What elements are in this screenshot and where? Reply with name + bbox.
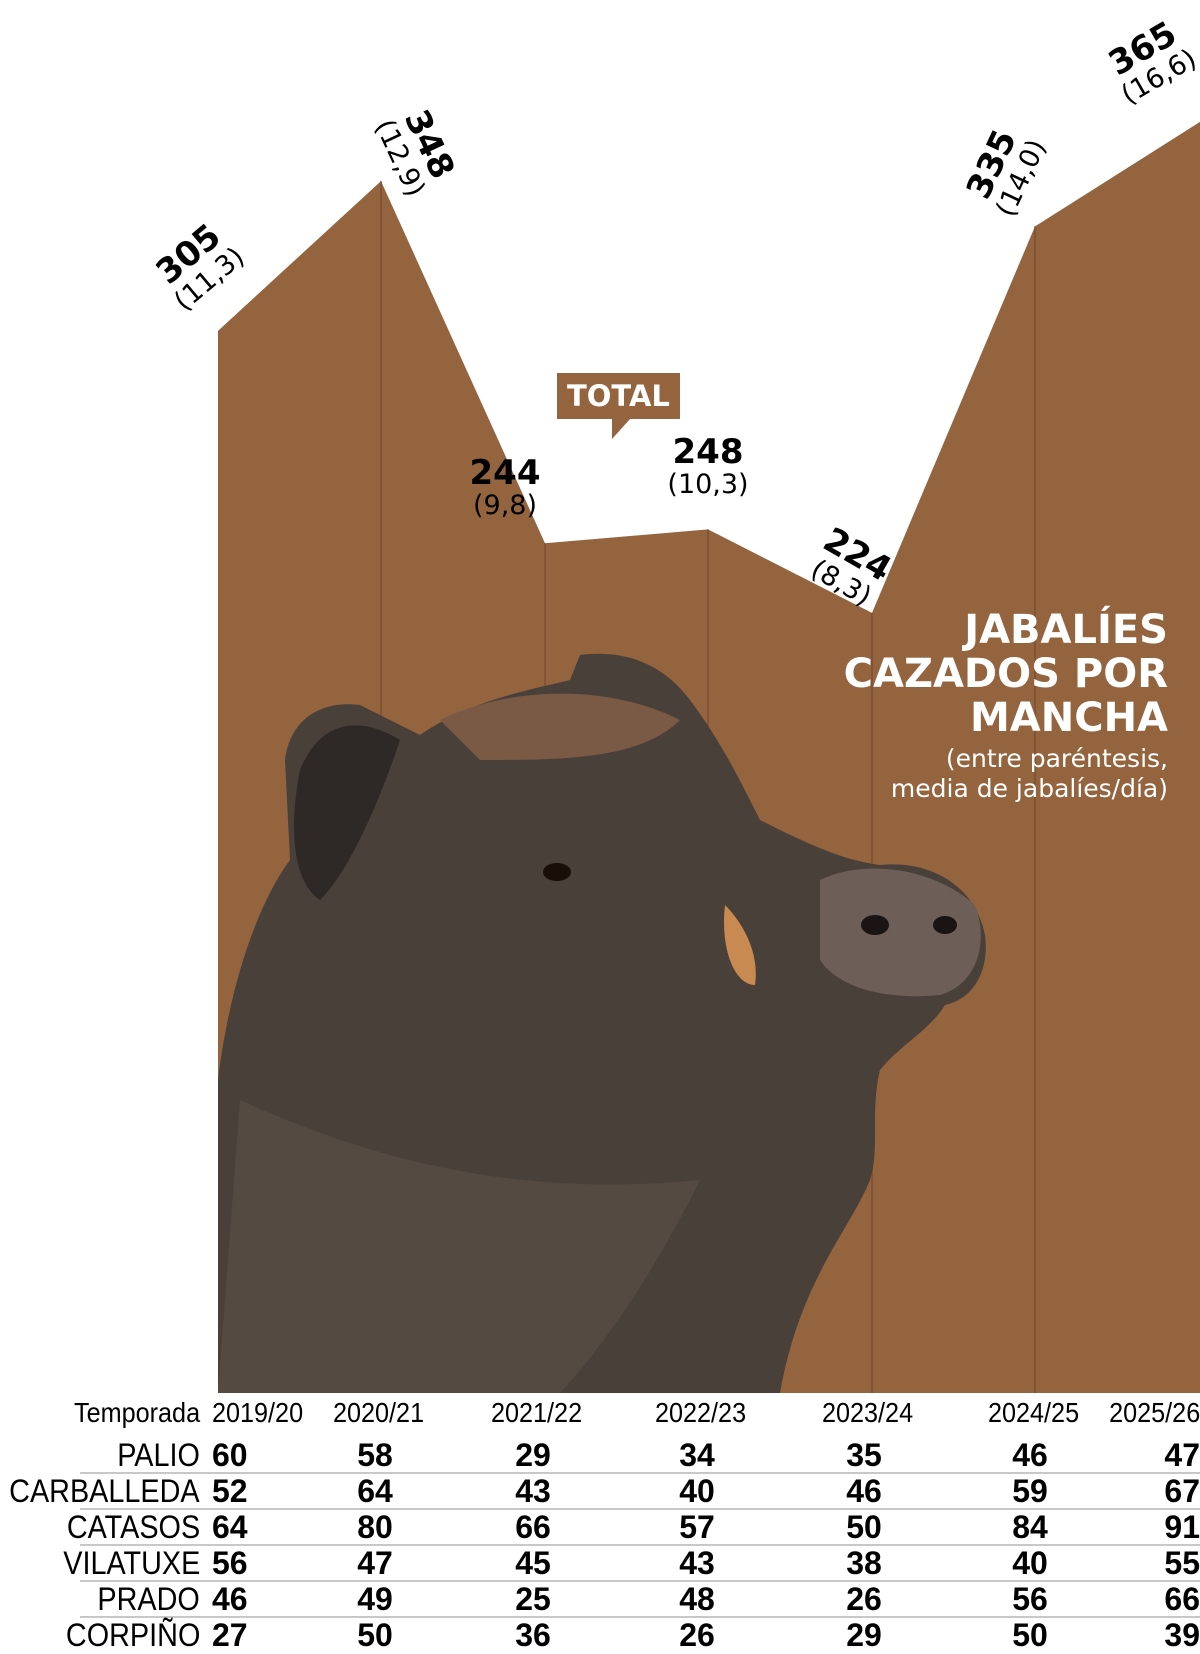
table-header: Temporada 2019/20 2020/21 2021/22 2022/23 202… [0,1395,1200,1431]
value-label: 244 [469,453,541,494]
column-header: 2022/23 [655,1397,747,1428]
row-label: CARBALLEDA [9,1473,200,1509]
row-divider [80,1508,1200,1510]
table-row: CATASOS 64 80 66 57 50 84 91 [0,1509,1200,1545]
row-divider [80,1580,1200,1582]
table-cell: 60 [212,1437,248,1473]
table-cell: 47 [357,1545,393,1581]
table-cell: 67 [1164,1473,1200,1509]
average-label: (9,8) [472,490,537,522]
row-label: PALIO [117,1437,200,1473]
table-cell: 46 [846,1473,882,1509]
table-cell: 26 [679,1617,715,1653]
row-label: VILATUXE [62,1545,200,1581]
table-row: VILATUXE 56 47 45 43 38 40 55 [0,1545,1200,1581]
table-row: PRADO 46 49 25 48 26 56 66 [0,1581,1200,1617]
average-label: (10,3) [667,469,749,501]
table-cell: 64 [357,1473,393,1509]
table-cell: 39 [1164,1617,1200,1653]
table-cell: 80 [357,1509,393,1545]
table-cell: 66 [1164,1581,1200,1617]
table-row: PALIO 60 58 29 34 35 46 47 [0,1437,1200,1473]
table-cell: 43 [679,1545,715,1581]
table-cell: 84 [1012,1509,1048,1545]
chart-subtitle: (entre paréntesis, media de jabalíes/día… [890,744,1168,803]
table-cell: 34 [679,1437,715,1473]
column-header: 2024/25 [988,1397,1080,1428]
table-cell: 29 [846,1617,882,1653]
table-cell: 25 [515,1581,551,1617]
data-label: 244 (9,8) [460,456,550,519]
table-cell: 49 [357,1581,393,1617]
table-cell: 36 [515,1617,551,1653]
table-cell: 40 [1012,1545,1048,1581]
header-label: Temporada [73,1397,200,1428]
table-cell: 35 [846,1437,882,1473]
column-header: 2020/21 [333,1397,425,1428]
table-cell: 64 [212,1509,248,1545]
wild-boar-photo [218,653,986,1393]
table-cell: 27 [212,1617,248,1653]
series-tag-total: TOTAL [557,373,680,439]
table-cell: 26 [846,1581,882,1617]
row-label: PRADO [97,1581,200,1617]
table-cell: 43 [515,1473,551,1509]
area-chart [218,121,1200,1394]
chart-title-block: JABALÍES CAZADOS POR MANCHA (entre parén… [838,608,1168,804]
table-cell: 48 [679,1581,715,1617]
data-label: 248 (10,3) [663,435,753,498]
row-label: CATASOS [66,1509,200,1545]
table-cell: 46 [1012,1437,1048,1473]
row-label: CORPIÑO [65,1617,200,1653]
table-cell: 29 [515,1437,551,1473]
table-cell: 47 [1164,1437,1200,1473]
table-cell: 50 [1012,1617,1048,1653]
column-header: 2023/24 [822,1397,914,1428]
table-row: CARBALLEDA 52 64 43 40 46 59 67 [0,1473,1200,1509]
table-cell: 46 [212,1581,248,1617]
table-cell: 55 [1164,1545,1200,1581]
column-header: 2025/26 [1108,1397,1200,1428]
table-row: CORPIÑO 27 50 36 26 29 50 39 [0,1617,1200,1653]
column-header: 2019/20 [212,1397,304,1428]
table-cell: 56 [1012,1581,1048,1617]
table-cell: 40 [679,1473,715,1509]
row-divider [80,1472,1200,1474]
row-divider [80,1616,1200,1618]
table-cell: 91 [1164,1509,1200,1545]
table-cell: 59 [1012,1473,1048,1509]
table-cell: 57 [679,1509,715,1545]
table-cell: 66 [515,1509,551,1545]
table-cell: 50 [846,1509,882,1545]
table-cell: 58 [357,1437,393,1473]
chart-title: JABALÍES CAZADOS POR MANCHA [843,607,1168,741]
row-divider [80,1544,1200,1546]
table-cell: 52 [212,1473,248,1509]
table-cell: 50 [357,1617,393,1653]
value-label: 248 [672,432,744,473]
table-cell: 45 [515,1545,551,1581]
table-cell: 38 [846,1545,882,1581]
column-header: 2021/22 [491,1397,583,1428]
table-cell: 56 [212,1545,248,1581]
